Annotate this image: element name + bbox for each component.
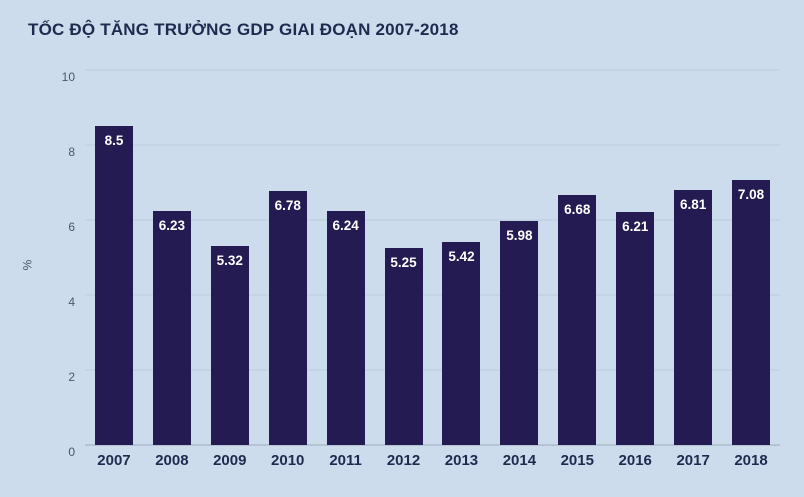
- bar-value-label: 6.24: [332, 218, 359, 233]
- plot-area: 0 2 4 6 8 10 8.5 6.23 5.32 6.78 6.24 5.25 5.42 5.98 6.…: [62, 69, 780, 459]
- bar-value-label: 6.23: [158, 218, 186, 234]
- x-tick-label: 2007: [97, 452, 131, 469]
- x-axis: 2007 2008 2009 2010 2011 2012 2013 2014 2015 2016…: [85, 452, 780, 478]
- y-tick-label: 8: [68, 145, 75, 159]
- bar-2009: 5.32: [210, 245, 249, 445]
- y-axis-label: %: [20, 259, 35, 271]
- bar-2017: 6.81: [674, 189, 713, 445]
- gridline: [85, 294, 780, 296]
- gridline: [85, 369, 780, 371]
- x-tick-label: 2018: [734, 452, 768, 469]
- bar-2014: 5.98: [500, 220, 539, 445]
- x-tick-label: 2017: [676, 452, 710, 469]
- bar-value-label: 7.08: [737, 186, 765, 202]
- bar-value-label: 5.32: [216, 252, 243, 268]
- bar-2011: 6.24: [326, 211, 365, 445]
- bar-2010: 6.78: [268, 190, 307, 445]
- y-tick-label: 10: [61, 70, 75, 84]
- x-tick-label: 2012: [386, 452, 421, 469]
- bar-2016: 6.21: [616, 212, 655, 445]
- chart-title: TỐC ĐỘ TĂNG TRƯỞNG GDP GIAI ĐOẠN 2007-20…: [28, 20, 459, 39]
- bar-value-label: 5.42: [448, 248, 475, 264]
- gridline: [85, 219, 780, 221]
- y-tick-label: 0: [68, 445, 75, 459]
- bar-2013: 5.42: [442, 241, 481, 445]
- y-tick-label: 6: [68, 220, 75, 234]
- x-tick-label: 2009: [213, 452, 247, 469]
- bar-2007: 8.5: [94, 126, 133, 445]
- y-tick-label: 4: [68, 295, 75, 309]
- gridline: [85, 144, 780, 146]
- bar-value-label: 5.25: [390, 255, 417, 271]
- x-tick-label: 2013: [444, 452, 479, 469]
- x-tick-label: 2016: [618, 452, 652, 469]
- x-tick-label: 2014: [502, 452, 537, 469]
- bar-value-label: 8.5: [104, 133, 124, 149]
- x-axis-line: [85, 444, 780, 446]
- bar-value-label: 6.21: [622, 219, 649, 235]
- bar-value-label: 5.98: [506, 227, 533, 243]
- bar-2012: 5.25: [384, 248, 423, 445]
- y-tick-label: 2: [68, 370, 75, 384]
- x-tick-label: 2015: [560, 452, 594, 469]
- x-tick-label: 2011: [329, 452, 362, 469]
- bar-value-label: 6.78: [274, 197, 301, 213]
- x-tick-label: 2010: [271, 452, 305, 469]
- bar-2008: 6.23: [152, 211, 191, 445]
- x-tick-label: 2008: [155, 452, 189, 469]
- bar-2018: 7.08: [732, 179, 771, 445]
- bar-value-label: 6.81: [679, 196, 707, 212]
- bar-2015: 6.68: [558, 194, 597, 445]
- gridline: [85, 69, 780, 71]
- bar-value-label: 6.68: [564, 201, 591, 217]
